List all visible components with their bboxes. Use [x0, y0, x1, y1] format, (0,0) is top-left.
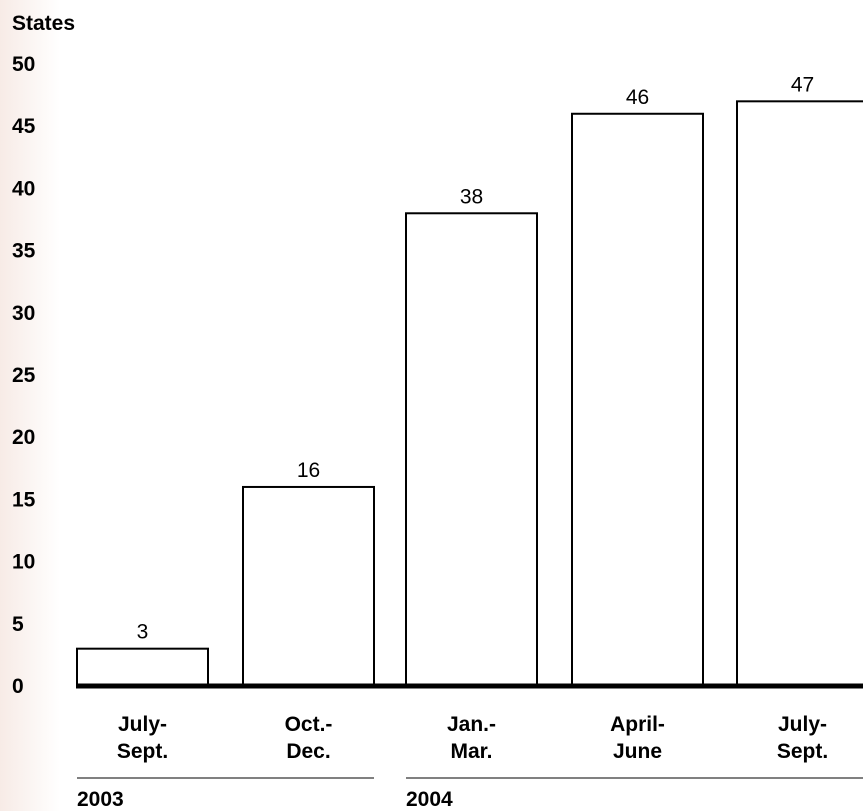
category-label: Dec. [286, 740, 330, 763]
data-label: 46 [626, 86, 649, 109]
bars [76, 100, 863, 687]
y-tick-label: 40 [12, 177, 35, 200]
y-tick-label: 50 [12, 53, 35, 76]
bar [405, 212, 538, 687]
category-label: Sept. [777, 740, 828, 763]
bar [571, 112, 704, 687]
category-label: Mar. [450, 740, 492, 763]
year-label: 2003 [77, 788, 124, 811]
data-label: 38 [460, 185, 483, 208]
bar [242, 485, 375, 687]
category-label: April- [610, 713, 665, 736]
y-tick-label: 15 [12, 488, 36, 511]
category-label: June [613, 740, 662, 763]
y-tick-label: 10 [12, 551, 35, 574]
year-groups: 2003 2004 [77, 777, 863, 811]
category-label: July- [118, 713, 167, 736]
bar [736, 100, 863, 687]
y-axis-ticks: 0 5 10 15 20 25 30 35 40 45 50 [12, 53, 36, 698]
year-label: 2004 [406, 788, 453, 811]
y-tick-label: 30 [12, 302, 35, 325]
category-label: Sept. [117, 740, 168, 763]
y-tick-label: 25 [12, 364, 36, 387]
data-labels: 3 16 38 46 47 [137, 73, 815, 643]
data-label: 47 [791, 73, 814, 96]
y-tick-label: 35 [12, 240, 36, 263]
y-tick-label: 20 [12, 426, 35, 449]
y-axis-title: States [12, 12, 75, 35]
y-tick-label: 5 [12, 613, 24, 636]
category-labels: July- Sept. Oct.- Dec. Jan.- Mar. April- June Ju… [117, 713, 828, 763]
data-label: 16 [297, 459, 320, 482]
y-tick-label: 45 [12, 115, 36, 138]
category-label: July- [778, 713, 827, 736]
category-label: Oct.- [285, 713, 333, 736]
category-label: Jan.- [447, 713, 496, 736]
data-label: 3 [137, 621, 149, 644]
bar [76, 647, 209, 687]
y-tick-label: 0 [12, 675, 24, 698]
